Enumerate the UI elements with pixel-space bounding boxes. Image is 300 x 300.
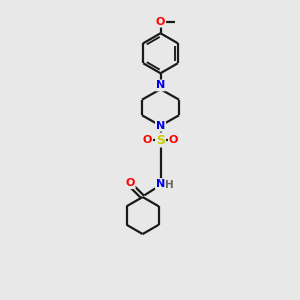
Text: O: O <box>169 135 178 145</box>
Text: O: O <box>125 178 135 188</box>
Text: N: N <box>156 80 165 90</box>
Text: N: N <box>156 121 165 131</box>
Text: O: O <box>143 135 152 145</box>
Text: O: O <box>156 17 165 27</box>
Text: H: H <box>165 180 174 190</box>
Text: N: N <box>156 179 165 189</box>
Text: S: S <box>156 134 165 146</box>
